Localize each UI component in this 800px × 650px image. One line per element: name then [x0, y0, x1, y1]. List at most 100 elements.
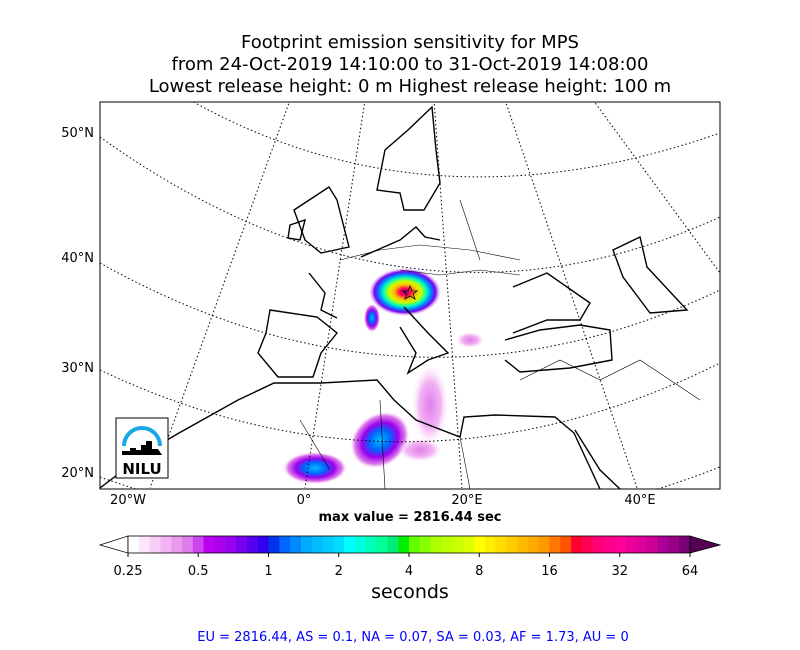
- region-stats-text: EU = 2816.44, AS = 0.1, NA = 0.07, SA = …: [197, 630, 629, 645]
- coast-france: [308, 226, 441, 319]
- colorbar-segment: [376, 536, 388, 553]
- coast-red-sea: [574, 429, 621, 489]
- colorbar-segment: [668, 536, 680, 553]
- colorbar-tick-label: 16: [541, 564, 558, 579]
- plume-algeria: [283, 452, 347, 484]
- plume-libya: [412, 365, 448, 445]
- map-frame: [99, 101, 721, 490]
- colorbar-segment: [517, 536, 529, 553]
- colorbar-segment: [322, 536, 334, 553]
- colorbar-segment: [225, 536, 237, 553]
- colorbar-segment: [203, 536, 215, 553]
- colorbar-segment: [311, 536, 324, 553]
- lon-label-20e: 20°E: [451, 493, 483, 508]
- colorbar-segment: [549, 536, 561, 553]
- colorbar-segment: [506, 536, 518, 553]
- colorbar-tick-label: 0.5: [187, 564, 209, 579]
- colorbar-segment: [635, 536, 648, 553]
- coast-caspian: [612, 235, 689, 314]
- colorbar-segment: [182, 536, 194, 553]
- colorbar-segment: [192, 536, 205, 553]
- coast-ireland: [287, 218, 306, 241]
- coastlines: [100, 105, 689, 489]
- colorbar-segment: [463, 536, 475, 553]
- colorbar-tick-label: 8: [475, 564, 484, 579]
- colorbar-segment: [646, 536, 659, 553]
- parallel-40n: [100, 262, 720, 358]
- colorbar-segment: [571, 536, 583, 553]
- colorbar-segment: [538, 536, 550, 553]
- lat-label-50n: 50°N: [61, 126, 94, 141]
- colorbar-segment: [149, 536, 161, 553]
- colorbar: [98, 535, 722, 557]
- plume-tunisia: [350, 411, 410, 469]
- colorbar-segment: [484, 536, 496, 553]
- colorbar-tick-label: 0.25: [113, 564, 143, 579]
- lon-label-0: 0°: [296, 493, 312, 508]
- coast-iberia: [257, 309, 338, 378]
- colorbar-segment: [333, 536, 345, 553]
- meridian-60e: [593, 102, 720, 274]
- release-site-star-icon: [401, 284, 419, 300]
- colorbar-segment: [452, 536, 464, 553]
- meridian-40e: [505, 102, 638, 489]
- colorbar-segment: [398, 536, 410, 553]
- colorbar-tick-label: 32: [611, 564, 629, 579]
- max-value-label: max value = 2816.44 sec: [318, 510, 502, 525]
- coast-black-sea: [512, 272, 591, 334]
- colorbar-segment: [128, 536, 140, 553]
- colorbar-segment: [236, 536, 248, 553]
- colorbar-segment: [387, 536, 399, 553]
- colorbar-segment: [603, 536, 615, 553]
- colorbar-segment: [625, 536, 637, 553]
- colorbar-segment: [409, 536, 421, 553]
- lat-label-30n: 30°N: [61, 361, 94, 376]
- colorbar-under-arrow: [98, 535, 129, 554]
- parallel-50n: [100, 136, 720, 273]
- colorbar-segment: [679, 536, 691, 553]
- colorbar-segment: [214, 536, 226, 553]
- colorbar-segment: [441, 536, 453, 553]
- title-line-3: Lowest release height: 0 m Highest relea…: [148, 76, 672, 97]
- colorbar-segment: [300, 536, 313, 553]
- colorbar-segment: [138, 536, 151, 553]
- colorbar-segment: [560, 536, 572, 553]
- colorbar-segment: [527, 536, 540, 553]
- coast-italy: [399, 306, 450, 375]
- coast-north-africa: [100, 379, 601, 489]
- logo-arc-icon: [122, 426, 162, 447]
- colorbar-tick-label: 1: [264, 564, 273, 579]
- logo-skyline-icon: [122, 441, 162, 455]
- plume-balkan: [456, 332, 484, 348]
- lat-label-40n: 40°N: [61, 251, 94, 266]
- plume-ligurian: [364, 304, 380, 332]
- colorbar-segment: [160, 536, 172, 553]
- colorbar-segment: [614, 536, 626, 553]
- colorbar-segment: [592, 536, 605, 553]
- colorbar-segment: [495, 536, 507, 553]
- meridian-20w: [149, 102, 290, 489]
- plume-sahara: [398, 438, 442, 462]
- colorbar-segment: [430, 536, 442, 553]
- borders: [299, 199, 701, 489]
- colorbar-units-label: seconds: [371, 581, 449, 603]
- title-line-1: Footprint emission sensitivity for MPS: [241, 32, 579, 53]
- colorbar-segment: [657, 536, 669, 553]
- colorbar-segment: [581, 536, 594, 553]
- colorbar-segment: [257, 536, 269, 553]
- lon-label-40e: 40°E: [624, 493, 656, 508]
- colorbar-segment: [354, 536, 367, 553]
- graticule: [100, 102, 720, 489]
- coast-turkey: [504, 324, 613, 373]
- colorbar-tick-label: 2: [334, 564, 343, 579]
- colorbar-over-arrow: [689, 535, 722, 554]
- colorbar-segment: [344, 536, 356, 553]
- title-line-2: from 24-Oct-2019 14:10:00 to 31-Oct-2019…: [171, 54, 649, 75]
- coast-britain: [293, 186, 350, 254]
- logo-text: NILU: [122, 460, 161, 478]
- lat-label-20n: 20°N: [61, 466, 94, 481]
- meridian-20e: [433, 102, 463, 489]
- colorbar-segment: [290, 536, 302, 553]
- coast-scandinavia: [376, 105, 441, 211]
